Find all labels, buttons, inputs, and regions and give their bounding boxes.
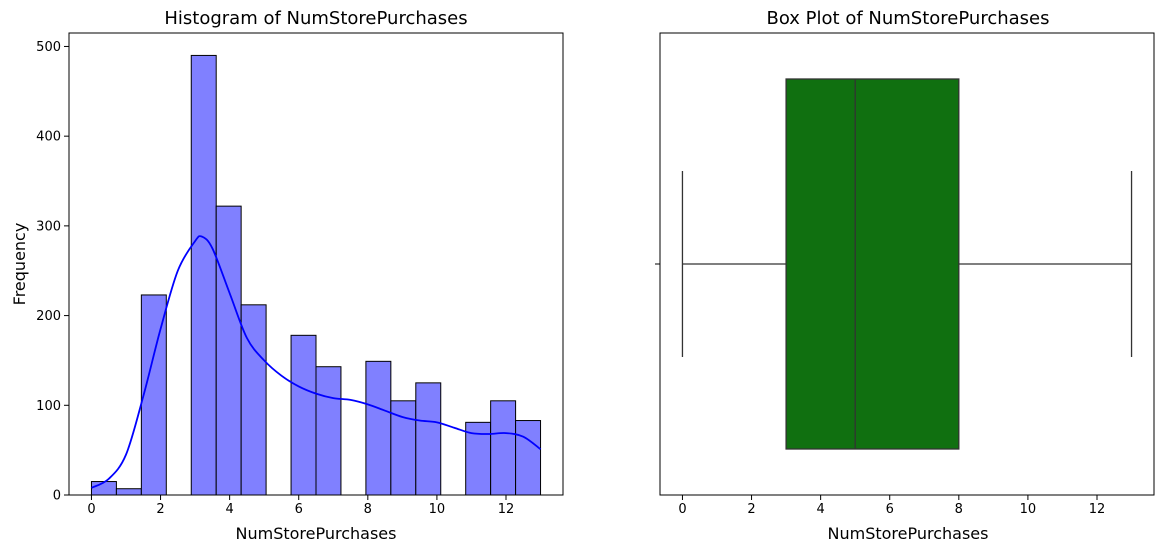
x-tick-label: 6: [295, 502, 303, 517]
histogram-bar: [215, 205, 242, 496]
x-tick-label: 10: [429, 502, 446, 517]
histogram-title: Histogram of NumStorePurchases: [164, 8, 467, 29]
y-tick-label: 100: [36, 399, 61, 414]
x-tick-label: 8: [364, 502, 372, 517]
histogram-bar: [90, 481, 117, 496]
histogram-bar: [490, 400, 517, 496]
y-tick-label: 200: [36, 309, 61, 324]
histogram-bar: [190, 54, 217, 496]
histogram-bar: [415, 382, 442, 496]
histogram-bar: [115, 488, 142, 496]
histogram-panel: Histogram of NumStorePurchases 0 2 4 6 8 10 12…: [10, 8, 564, 543]
histogram-y-ticks: 0 100 200 300 400 500: [36, 40, 69, 504]
histogram-bar: [290, 334, 317, 496]
boxplot-x-ticks: 0 2 4 6 8 10 12: [678, 495, 1105, 517]
x-tick-label: 4: [225, 502, 233, 517]
x-tick-label: 2: [747, 502, 755, 517]
y-tick-label: 300: [36, 219, 61, 234]
iqr-box: [785, 78, 960, 450]
boxplot-x-label: NumStorePurchases: [828, 524, 989, 543]
x-tick-label: 12: [498, 502, 515, 517]
x-tick-label: 6: [886, 502, 894, 517]
histogram-bar: [315, 366, 342, 496]
x-tick-label: 10: [1020, 502, 1037, 517]
histogram-bars: [90, 54, 542, 496]
histogram-bar: [365, 360, 392, 496]
x-tick-label: 12: [1089, 502, 1106, 517]
histogram-bar: [515, 420, 542, 496]
histogram-bar: [140, 294, 167, 496]
histogram-y-label: Frequency: [10, 223, 29, 306]
x-tick-label: 0: [87, 502, 95, 517]
histogram-x-ticks: 0 2 4 6 8 10 12: [87, 495, 514, 517]
y-tick-label: 0: [53, 489, 61, 504]
x-tick-label: 0: [678, 502, 686, 517]
histogram-x-label: NumStorePurchases: [236, 524, 397, 543]
histogram-frame: [68, 32, 564, 496]
x-tick-label: 8: [955, 502, 963, 517]
x-tick-label: 4: [816, 502, 824, 517]
y-tick-label: 400: [36, 130, 61, 145]
y-tick-label: 500: [36, 40, 61, 55]
x-tick-label: 2: [156, 502, 164, 517]
kde-line: [91, 235, 542, 489]
boxplot-elements: [681, 78, 1133, 450]
boxplot-panel: Box Plot of NumStorePurchases 0 2 4 6 8 10 12 …: [655, 8, 1155, 543]
boxplot-title: Box Plot of NumStorePurchases: [767, 8, 1050, 29]
